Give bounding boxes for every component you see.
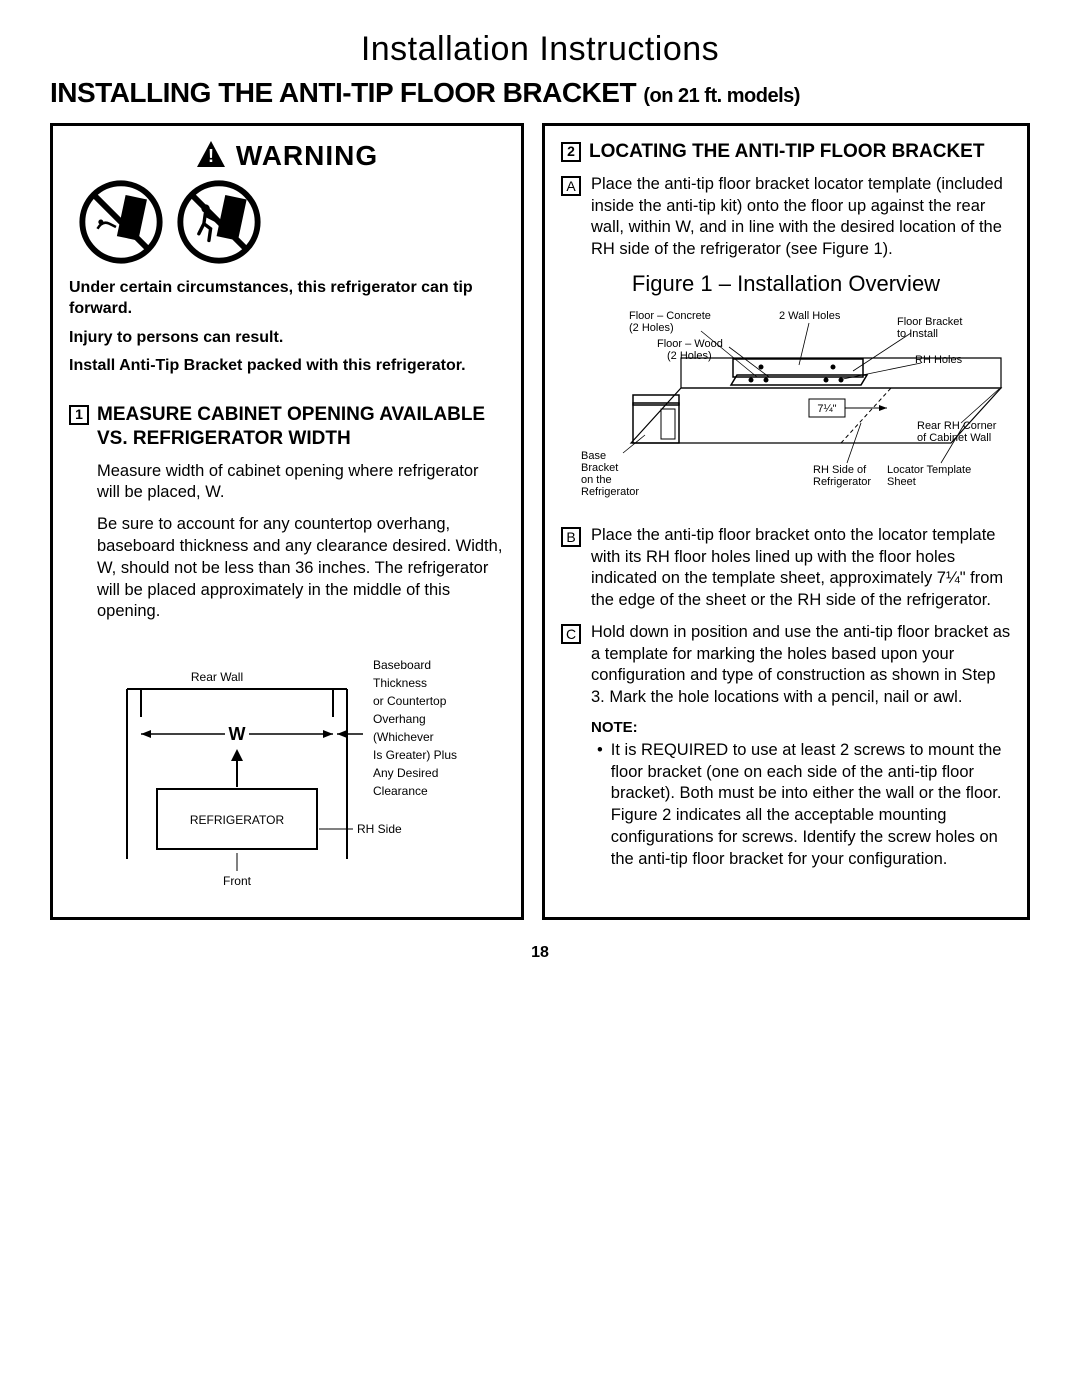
svg-text:of Cabinet Wall: of Cabinet Wall	[917, 432, 991, 444]
item-b-text: Place the anti-tip floor bracket onto th…	[591, 525, 1011, 612]
step-number-box: 2	[561, 142, 581, 162]
svg-text:RH Side of: RH Side of	[813, 464, 867, 476]
warning-header: ! WARNING	[69, 140, 505, 172]
letter-box-c: C	[561, 624, 581, 644]
svg-text:Refrigerator: Refrigerator	[581, 486, 639, 498]
step-2-heading: 2 LOCATING THE ANTI-TIP FLOOR BRACKET	[561, 140, 1011, 164]
svg-text:Floor – Concrete: Floor – Concrete	[629, 310, 711, 322]
step-1-title: MEASURE CABINET OPENING AVAILABLE VS. RE…	[97, 403, 505, 451]
svg-text:on the: on the	[581, 474, 612, 486]
svg-text:REFRIGERATOR: REFRIGERATOR	[190, 813, 285, 827]
warning-label: WARNING	[236, 140, 378, 172]
svg-text:Is Greater) Plus: Is Greater) Plus	[373, 748, 457, 762]
letter-box-b: B	[561, 527, 581, 547]
svg-text:Sheet: Sheet	[887, 476, 916, 488]
no-climb-icon	[177, 180, 261, 264]
item-a-text: Place the anti-tip floor bracket locator…	[591, 174, 1011, 261]
item-b: B Place the anti-tip floor bracket onto …	[561, 525, 1011, 612]
svg-text:(Whichever: (Whichever	[373, 730, 434, 744]
svg-text:Any Desired: Any Desired	[373, 766, 438, 780]
svg-text:W: W	[229, 724, 246, 744]
svg-text:Thickness: Thickness	[373, 676, 427, 690]
diagram-installation-overview: 7¼" Floor – Concrete (2 Holes) Floor – W…	[561, 303, 1011, 513]
svg-text:2 Wall Holes: 2 Wall Holes	[779, 310, 841, 322]
svg-text:RH Holes: RH Holes	[915, 354, 963, 366]
svg-text:Baseboard: Baseboard	[373, 658, 431, 672]
svg-text:Rear Wall: Rear Wall	[191, 670, 243, 684]
svg-text:Bracket: Bracket	[581, 462, 618, 474]
svg-text:!: !	[208, 146, 214, 166]
svg-text:Overhang: Overhang	[373, 712, 426, 726]
svg-text:7¼": 7¼"	[817, 403, 836, 415]
warning-para-3: Install Anti-Tip Bracket packed with thi…	[69, 356, 505, 377]
letter-box-a: A	[561, 176, 581, 196]
section-title-main: INSTALLING THE ANTI-TIP FLOOR BRACKET	[50, 77, 636, 108]
item-c-text: Hold down in position and use the anti-t…	[591, 622, 1011, 709]
svg-text:(2 Holes): (2 Holes)	[667, 350, 712, 362]
svg-text:Rear RH Corner: Rear RH Corner	[917, 420, 997, 432]
item-a: A Place the anti-tip floor bracket locat…	[561, 174, 1011, 261]
svg-text:(2 Holes): (2 Holes)	[629, 322, 674, 334]
item-c: C Hold down in position and use the anti…	[561, 622, 1011, 709]
figure-1-title: Figure 1 – Installation Overview	[561, 271, 1011, 297]
svg-text:Refrigerator: Refrigerator	[813, 476, 871, 488]
diagram-cabinet-opening: W REFRIGERATOR Rear Wall Front RH Side	[97, 639, 505, 899]
bullet-dot-icon: •	[597, 740, 603, 871]
step-1-body-1: Measure width of cabinet opening where r…	[97, 461, 505, 505]
warning-para-2: Injury to persons can result.	[69, 328, 505, 349]
section-title-sub: (on 21 ft. models)	[643, 85, 800, 107]
step-number-box: 1	[69, 405, 89, 425]
right-column: 2 LOCATING THE ANTI-TIP FLOOR BRACKET A …	[542, 123, 1030, 920]
page-number: 18	[50, 944, 1030, 962]
section-title: INSTALLING THE ANTI-TIP FLOOR BRACKET (o…	[50, 77, 1030, 109]
prohibition-icons	[79, 180, 505, 264]
step-1-body-2: Be sure to account for any countertop ov…	[97, 514, 505, 623]
note-bullet: • It is REQUIRED to use at least 2 screw…	[597, 740, 1011, 871]
svg-text:Floor Bracket: Floor Bracket	[897, 316, 962, 328]
step-1-heading: 1 MEASURE CABINET OPENING AVAILABLE VS. …	[69, 403, 505, 451]
svg-text:Clearance: Clearance	[373, 784, 428, 798]
two-column-layout: ! WARNING Under certain circumstances,	[50, 123, 1030, 920]
left-column: ! WARNING Under certain circumstances,	[50, 123, 524, 920]
warning-para-1: Under certain circumstances, this refrig…	[69, 278, 505, 320]
svg-text:or Countertop: or Countertop	[373, 694, 447, 708]
svg-text:to Install: to Install	[897, 328, 938, 340]
step-2-title: LOCATING THE ANTI-TIP FLOOR BRACKET	[589, 140, 984, 164]
svg-text:Floor – Wood: Floor – Wood	[657, 338, 723, 350]
svg-text:Base: Base	[581, 450, 606, 462]
no-push-icon	[79, 180, 163, 264]
page-title: Installation Instructions	[50, 30, 1030, 69]
svg-text:Locator Template: Locator Template	[887, 464, 971, 476]
svg-text:Front: Front	[223, 874, 252, 888]
note-label: NOTE:	[591, 719, 1011, 736]
note-bullet-text: It is REQUIRED to use at least 2 screws …	[611, 740, 1011, 871]
svg-text:RH Side: RH Side	[357, 822, 402, 836]
warning-triangle-icon: !	[196, 140, 226, 172]
